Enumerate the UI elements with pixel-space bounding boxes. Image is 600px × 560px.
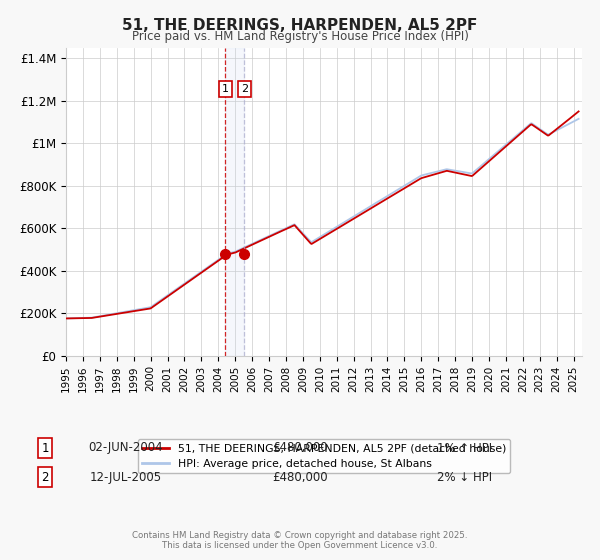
- Text: 02-JUN-2004: 02-JUN-2004: [89, 441, 163, 455]
- Bar: [226, 48, 244, 356]
- Text: Contains HM Land Registry data © Crown copyright and database right 2025.
This d: Contains HM Land Registry data © Crown c…: [132, 530, 468, 550]
- Text: 2% ↓ HPI: 2% ↓ HPI: [437, 470, 493, 484]
- Text: 1: 1: [222, 84, 229, 94]
- Text: 1: 1: [41, 441, 49, 455]
- Text: £480,000: £480,000: [272, 441, 328, 455]
- Text: 12-JUL-2005: 12-JUL-2005: [90, 470, 162, 484]
- Legend: 51, THE DEERINGS, HARPENDEN, AL5 2PF (detached house), HPI: Average price, detac: 51, THE DEERINGS, HARPENDEN, AL5 2PF (de…: [137, 439, 511, 473]
- Text: Price paid vs. HM Land Registry's House Price Index (HPI): Price paid vs. HM Land Registry's House …: [131, 30, 469, 43]
- Text: 2: 2: [241, 84, 248, 94]
- Text: £480,000: £480,000: [272, 470, 328, 484]
- Text: 1% ↑ HPI: 1% ↑ HPI: [437, 441, 493, 455]
- Text: 51, THE DEERINGS, HARPENDEN, AL5 2PF: 51, THE DEERINGS, HARPENDEN, AL5 2PF: [122, 18, 478, 33]
- Text: 2: 2: [41, 470, 49, 484]
